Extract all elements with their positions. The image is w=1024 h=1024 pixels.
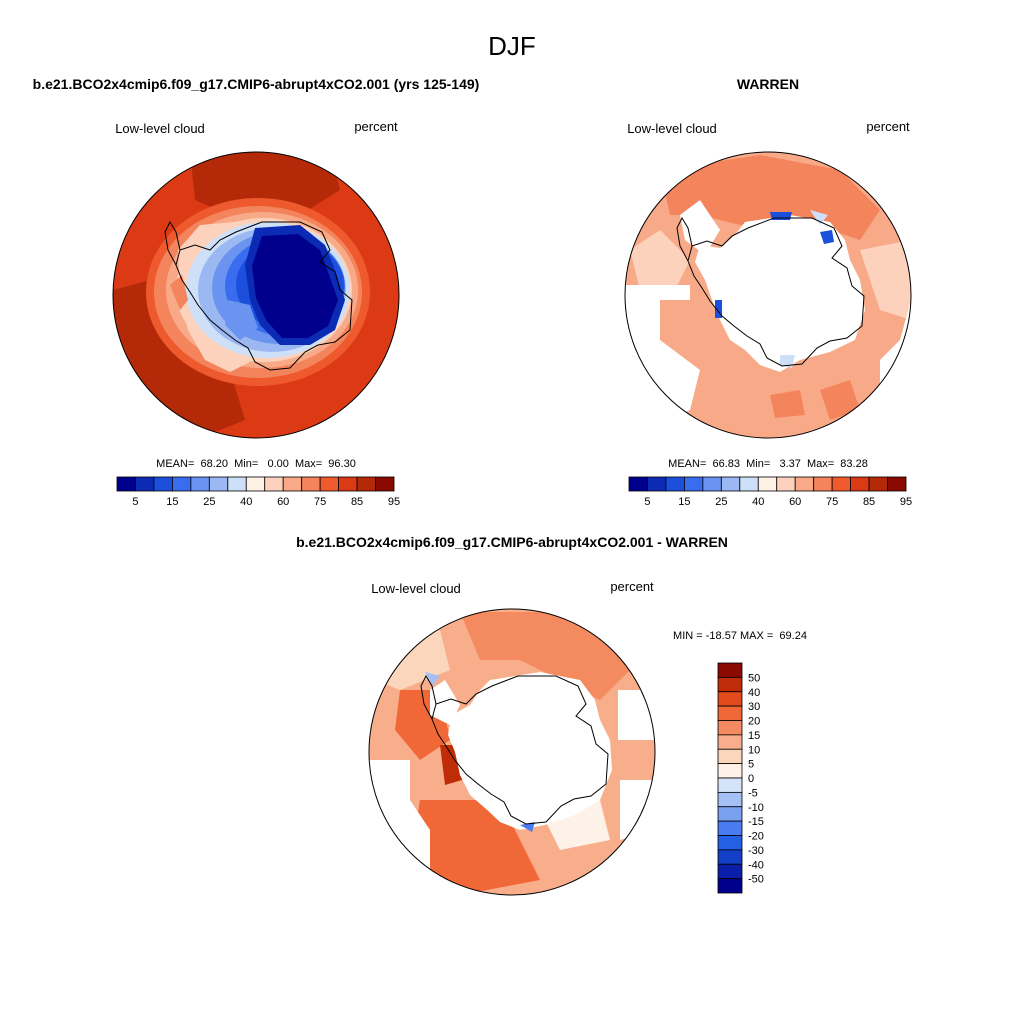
diff-colorbar-swatch xyxy=(717,748,743,765)
obs-colorbar-swatch xyxy=(684,476,704,492)
obs-colorbar-swatch xyxy=(813,476,833,492)
diff-colorbar-tick-label: 20 xyxy=(748,716,760,728)
model-colorbar-swatch xyxy=(338,476,358,492)
diff-panel-title: b.e21.BCO2x4cmip6.f09_g17.CMIP6-abrupt4x… xyxy=(296,534,728,550)
diff-colorbar-swatch xyxy=(717,863,743,880)
diff-colorbar-swatch xyxy=(717,791,743,808)
obs-colorbar-swatch xyxy=(665,476,685,492)
model-colorbar-tick-label: 5 xyxy=(132,496,138,508)
diff-colorbar-tick-label: -50 xyxy=(748,874,764,886)
diff-map xyxy=(368,608,656,896)
obs-colorbar-tick-label: 15 xyxy=(678,496,690,508)
diff-colorbar-swatch xyxy=(717,806,743,822)
obs-colorbar-tick-label: 5 xyxy=(644,496,650,508)
model-colorbar-swatch xyxy=(245,476,266,492)
model-map xyxy=(112,151,400,439)
diff-colorbar-tick-label: 0 xyxy=(748,773,754,785)
model-colorbar-swatch xyxy=(135,476,155,492)
diff-colorbar-tick-label: -15 xyxy=(748,816,764,828)
diff-units-label: percent xyxy=(610,579,654,594)
diff-colorbar-tick-label: -5 xyxy=(748,787,758,799)
model-colorbar-swatch xyxy=(319,476,339,492)
obs-colorbar-swatch xyxy=(647,476,667,492)
diff-colorbar-tick-label: -10 xyxy=(748,802,764,814)
model-colorbar-swatch xyxy=(116,476,136,492)
diff-variable-label: Low-level cloud xyxy=(371,581,461,596)
diff-colorbar-swatch xyxy=(717,777,743,793)
obs-colorbar-tick-label: 25 xyxy=(715,496,727,508)
obs-colorbar-swatch xyxy=(702,476,722,492)
season-title: DJF xyxy=(488,31,536,61)
right-panel-title: WARREN xyxy=(737,76,799,92)
diff-colorbar-tick-label: 10 xyxy=(748,744,760,756)
model-colorbar-tick-label: 60 xyxy=(277,496,289,508)
model-colorbar: 5 15 25 40 60 75 85 95 xyxy=(116,476,400,508)
diff-colorbar-swatch xyxy=(717,691,743,707)
obs-map xyxy=(624,151,912,439)
obs-colorbar-swatch xyxy=(831,476,852,492)
obs-colorbar: 5 15 25 40 60 75 85 95 xyxy=(628,476,912,508)
obs-colorbar-tick-label: 75 xyxy=(826,496,838,508)
diff-colorbar-swatch xyxy=(717,676,743,693)
diff-colorbar-swatch xyxy=(717,705,743,721)
model-colorbar-tick-label: 15 xyxy=(166,496,178,508)
model-colorbar-tick-label: 75 xyxy=(314,496,326,508)
model-colorbar-tick-label: 25 xyxy=(203,496,215,508)
model-colorbar-swatch xyxy=(227,476,247,492)
model-variable-label: Low-level cloud xyxy=(115,121,205,136)
diff-colorbar-tick-label: 50 xyxy=(748,672,760,684)
obs-colorbar-tick-label: 85 xyxy=(863,496,875,508)
obs-stats: MEAN= 66.83 Min= 3.37 Max= 83.28 xyxy=(668,458,868,470)
obs-colorbar-swatch xyxy=(868,476,888,492)
diff-colorbar-swatch xyxy=(717,878,743,894)
obs-colorbar-swatch xyxy=(720,476,741,492)
obs-variable-label: Low-level cloud xyxy=(627,121,717,136)
model-colorbar-swatch xyxy=(208,476,229,492)
diff-colorbar-tick-label: 5 xyxy=(748,759,754,771)
model-colorbar-tick-label: 85 xyxy=(351,496,363,508)
obs-colorbar-swatch xyxy=(850,476,870,492)
model-colorbar-tick-label: 40 xyxy=(240,496,252,508)
model-colorbar-swatch xyxy=(356,476,376,492)
obs-colorbar-tick-label: 40 xyxy=(752,496,764,508)
obs-colorbar-swatch xyxy=(739,476,759,492)
diff-colorbar-swatch xyxy=(717,820,743,836)
diff-colorbar-swatch xyxy=(717,720,743,736)
obs-colorbar-swatch xyxy=(776,476,796,492)
model-colorbar-swatch xyxy=(153,476,173,492)
diff-colorbar-tick-label: -30 xyxy=(748,845,764,857)
model-colorbar-swatch xyxy=(375,476,395,492)
model-colorbar-swatch xyxy=(190,476,210,492)
obs-units-label: percent xyxy=(866,119,910,134)
diff-colorbar-tick-label: -40 xyxy=(748,859,764,871)
model-colorbar-swatch xyxy=(301,476,321,492)
diff-colorbar-swatch xyxy=(717,763,743,779)
diff-colorbar-tick-label: 15 xyxy=(748,730,760,742)
diff-colorbar-swatch xyxy=(717,662,743,678)
model-colorbar-swatch xyxy=(282,476,303,492)
obs-colorbar-tick-label: 60 xyxy=(789,496,801,508)
diff-stats: MIN = -18.57 MAX = 69.24 xyxy=(673,630,807,642)
diff-colorbar-tick-label: -20 xyxy=(748,831,764,843)
diff-colorbar-swatch xyxy=(717,835,743,851)
model-colorbar-swatch xyxy=(264,476,284,492)
left-panel-title: b.e21.BCO2x4cmip6.f09_g17.CMIP6-abrupt4x… xyxy=(33,76,480,92)
obs-colorbar-tick-label: 95 xyxy=(900,496,912,508)
obs-colorbar-swatch xyxy=(628,476,648,492)
obs-colorbar-swatch xyxy=(794,476,815,492)
model-colorbar-tick-label: 95 xyxy=(388,496,400,508)
model-units-label: percent xyxy=(354,119,398,134)
model-stats: MEAN= 68.20 Min= 0.00 Max= 96.30 xyxy=(156,458,356,470)
obs-colorbar-swatch xyxy=(757,476,778,492)
diff-colorbar-tick-label: 30 xyxy=(748,701,760,713)
obs-colorbar-swatch xyxy=(887,476,907,492)
diff-colorbar-tick-label: 40 xyxy=(748,687,760,699)
diff-colorbar-swatch xyxy=(717,734,743,750)
diff-colorbar-swatch xyxy=(717,849,743,865)
model-colorbar-swatch xyxy=(171,476,192,492)
